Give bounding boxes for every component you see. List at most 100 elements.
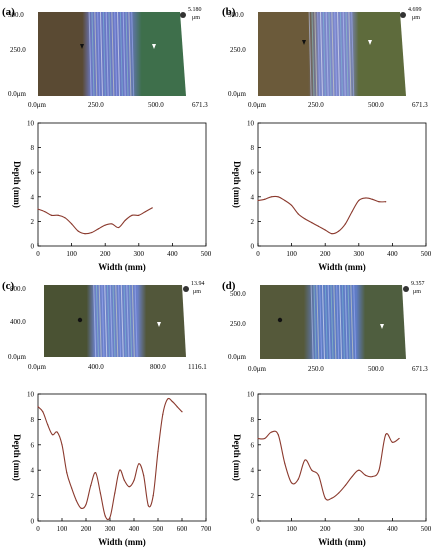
scan-surface [260,285,406,359]
y-tick-label: 6 [31,441,35,449]
scan-stripe [316,284,320,360]
depth-profile-point [317,474,320,476]
scan-marker-left [302,40,306,45]
depth-profile-point [371,475,373,478]
panel-c-scan: (c) 800.0 400.0 0.0μm 0.0μm 400.0 800.0 … [2,280,207,371]
scan-scale-dot [403,286,409,292]
scan-y-tick: 500.0 [8,11,24,19]
depth-profile-point [264,198,266,200]
plot-frame [37,393,207,522]
x-tick-label: 500 [421,250,432,258]
depth-profile-point [171,401,173,403]
depth-profile-point [176,406,178,408]
y-tick-label: 8 [251,416,255,424]
y-tick-label: 0 [251,243,255,251]
plot-frame [37,122,207,247]
y-tick-label: 10 [27,391,35,399]
scan-stripe [322,11,326,97]
panel-d-chart: 0 100 200 300 400 500 0 2 4 6 8 10 Width (mm) Depth (… [232,391,432,548]
depth-profile-point [264,437,266,440]
scan-stripe [112,284,116,358]
scan-stripe [339,11,343,97]
panel-d: (d) 500.0 250.0 0.0μm 0.0μm 250.0 500.0 … [220,275,440,550]
depth-profile-point [358,199,360,202]
depth-profile-point [398,437,400,440]
scan-stripe [97,11,101,97]
scan-stripe [350,284,354,360]
depth-profile-point [157,450,159,452]
y-tick-label: 6 [251,441,255,449]
scan-stripe [324,284,328,360]
depth-profile-point [124,219,126,221]
depth-profile-point [324,229,326,231]
scan-stripe [131,284,135,358]
panel-a-scan: (a) 500.0 250.0 0.0μm 0.0μm 250.0 500.0 … [2,6,208,109]
x-tick-label: 0 [256,250,260,258]
depth-profile-point [331,233,333,235]
panel-c-chart: 0 100 200 300 400 500 600 700 0 2 4 6 8 10 Width (mm) D… [12,391,212,548]
scan-x-tick: 250.0 [308,101,324,109]
depth-profile-point [138,214,140,216]
y-tick-label: 10 [27,120,35,128]
panel-letter: (d) [222,280,236,292]
depth-profile-point [284,199,286,202]
y-tick-label: 6 [251,169,255,177]
x-tick-label: 200 [320,250,331,258]
scan-y-tick: 0.0μm [8,90,27,98]
panel-letter: (a) [2,6,15,18]
depth-profile-point [114,492,116,494]
depth-profile-point [97,228,100,230]
x-tick-label: 300 [105,525,116,533]
depth-profile-point [85,503,87,506]
x-tick-label: 100 [286,250,297,258]
scan-stripe [101,284,105,358]
scan-stripe [325,11,329,97]
depth-profile-point [80,507,82,509]
y-tick-label: 0 [31,243,35,251]
x-axis-label: Width (mm) [318,537,366,547]
depth-profile-point [385,434,387,436]
x-tick-label: 500 [421,525,432,533]
depth-profile-point [90,484,92,487]
scan-scale-dot [400,12,406,18]
depth-profile-point [44,210,46,213]
scan-stripe [344,284,348,360]
depth-profile-point [131,214,133,216]
depth-profile-point [304,459,306,461]
depth-profile-point [291,482,293,484]
y-tick-label: 8 [31,144,35,152]
x-tick-label: 300 [354,525,365,533]
depth-profile-line [257,430,400,501]
scan-stripe [126,284,130,358]
scan-y-tick: 500.0 [228,11,244,19]
depth-profile-point [128,486,130,488]
depth-profile-point [118,226,120,229]
panel-a: (a) 500.0 250.0 0.0μm 0.0μm 250.0 500.0 … [0,0,220,275]
scan-stripe [339,284,343,360]
scan-stripe [319,284,323,360]
depth-profile-point [358,469,360,471]
scan-scale-dot [180,12,186,18]
scan-stripe [327,284,331,360]
depth-profile-point [123,479,125,481]
depth-profile-point [57,214,59,216]
panel-b-chart: 0 100 200 300 400 500 0 2 4 6 8 10 Width (mm) Depth (… [232,120,432,273]
y-tick-label: 0 [31,518,35,526]
x-tick-label: 300 [354,250,365,258]
depth-profile-point [119,469,121,471]
x-tick-label: 400 [167,250,178,258]
depth-profile-point [291,204,293,207]
x-tick-label: 0 [36,525,40,533]
scan-y-tick: 0.0μm [228,90,247,98]
panel-b-scan: (b) 500.0 250.0 0.0μm 0.0μm 250.0 500.0 … [222,6,428,109]
depth-profile-point [317,225,320,227]
scan-x-tick: 500.0 [368,365,384,373]
x-tick-label: 400 [387,525,398,533]
x-tick-label: 200 [100,250,111,258]
scan-x-tick: 671.3 [412,101,428,109]
y-tick-label: 6 [31,169,35,177]
scan-stripe [328,11,332,97]
depth-profile-point [71,223,73,225]
scan-stripe [353,284,357,360]
scan-y-tick: 800.0 [10,285,26,293]
